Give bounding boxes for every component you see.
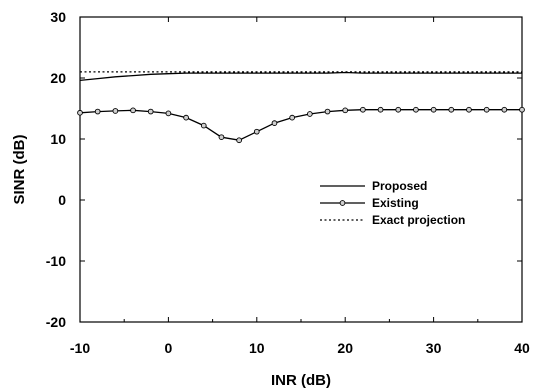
series-marker-2 <box>448 106 455 113</box>
series-marker-2 <box>289 114 296 121</box>
x-axis-title: INR (dB) <box>271 372 331 389</box>
series-marker-2 <box>112 108 119 114</box>
legend-label-1: Proposed <box>372 179 427 193</box>
series-marker-2 <box>430 106 437 113</box>
y-tick-label: 10 <box>50 131 66 147</box>
series-marker-2 <box>395 106 402 113</box>
x-tick-label: 40 <box>514 340 530 356</box>
x-tick-label: 20 <box>337 340 353 356</box>
series-line-1 <box>79 71 522 82</box>
series-marker-2 <box>253 128 260 135</box>
series-marker-2 <box>130 107 136 114</box>
series-marker-2 <box>77 109 83 116</box>
series-marker-2 <box>360 106 366 113</box>
series-marker-2 <box>236 137 242 144</box>
series-marker-2 <box>165 110 172 117</box>
legend-label-2: Existing <box>372 196 419 210</box>
series-marker-2 <box>271 120 278 126</box>
series-marker-2 <box>377 106 384 113</box>
series-line-2 <box>79 109 522 141</box>
x-tick-label: 30 <box>426 340 442 356</box>
y-tick-label: -20 <box>46 314 66 330</box>
y-tick-label: 0 <box>58 192 66 208</box>
series-marker-2 <box>483 106 490 113</box>
series-marker-2 <box>519 106 525 113</box>
y-axis-title: SINR (dB) <box>11 135 28 205</box>
legend-label-3: Exact projection <box>372 213 465 227</box>
series-marker-2 <box>147 108 154 115</box>
series-marker-2 <box>466 106 472 113</box>
x-tick-label: 0 <box>165 340 173 356</box>
series-marker-2 <box>218 134 225 141</box>
x-tick-label: -10 <box>70 340 90 356</box>
x-tick-label: 10 <box>249 340 265 356</box>
series-marker-2 <box>200 122 207 129</box>
series-marker-2 <box>94 108 101 115</box>
series-marker-2 <box>324 108 331 115</box>
legend-marker-2 <box>339 200 346 206</box>
series-marker-2 <box>342 107 349 114</box>
legend: Proposed Existing Exact projection <box>320 179 465 227</box>
series-marker-2 <box>306 111 313 117</box>
y-tick-label: 30 <box>50 9 66 25</box>
series-marker-2 <box>501 106 508 113</box>
plot-frame <box>79 16 523 323</box>
y-tick-label: 20 <box>50 70 66 86</box>
series-marker-2 <box>183 114 189 121</box>
y-tick-label: -10 <box>46 253 66 269</box>
series-marker-2 <box>413 106 419 113</box>
